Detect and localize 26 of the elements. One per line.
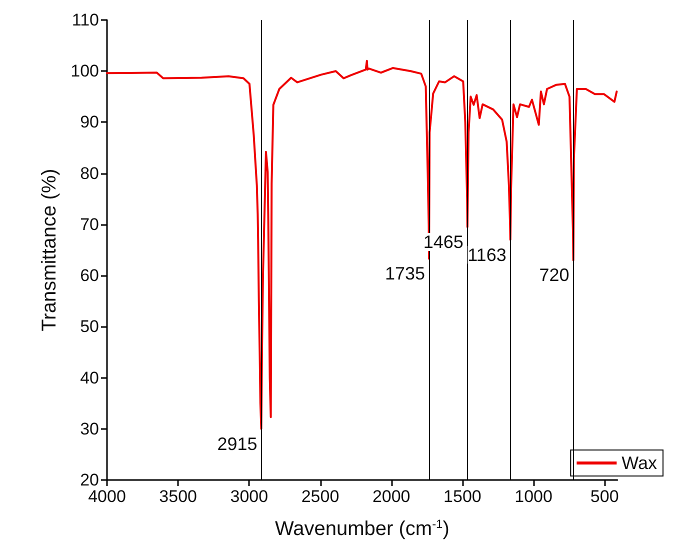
y-tick-label: 90: [80, 112, 99, 132]
y-tick-label: 110: [72, 10, 99, 30]
x-tick-label: 1000: [514, 487, 552, 506]
ref-line-label: 720: [539, 265, 570, 286]
legend-label: Wax: [622, 453, 658, 473]
y-tick-label: 80: [80, 164, 99, 183]
y-tick-label: 40: [80, 368, 99, 388]
ref-line-label: 1735: [384, 264, 426, 284]
x-tick-label: 2000: [372, 487, 410, 506]
ref-line-label: 1465: [423, 232, 464, 252]
y-tick-label: 30: [80, 419, 99, 438]
y-axis-title: Transmittance (%): [38, 168, 61, 332]
x-tick-label: 3500: [159, 487, 197, 506]
line-series: [106, 60, 618, 430]
x-tick-label: 3000: [230, 487, 268, 506]
x-tick-label: 4000: [88, 487, 126, 506]
y-tick-label: 100: [70, 62, 99, 81]
y-tick-label: 20: [80, 470, 99, 490]
y-tick-label: 70: [80, 214, 99, 234]
ref-line-label: 2915: [217, 434, 258, 454]
ref-line-label: 1163: [468, 244, 506, 265]
y-tick-label: 50: [80, 317, 99, 336]
x-tick-label: 2500: [301, 487, 340, 506]
y-tick-label: 60: [80, 266, 99, 286]
x-tick-label: 1500: [444, 487, 482, 506]
x-tick-label: 500: [590, 487, 619, 506]
